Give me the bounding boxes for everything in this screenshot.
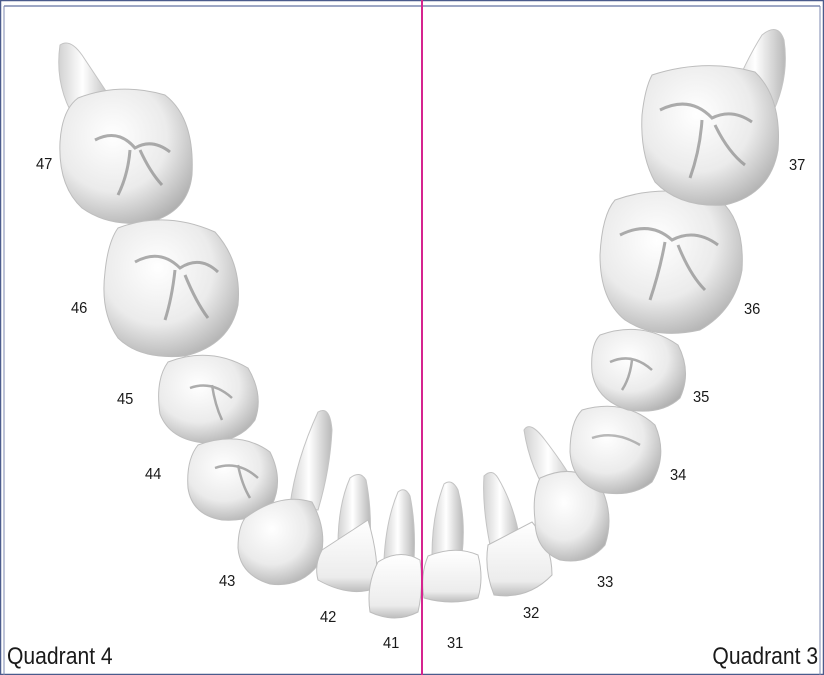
tooth-label-33: 33 (597, 574, 614, 591)
tooth-45-fissure (189, 384, 233, 421)
tooth-44-fissure (214, 464, 259, 499)
tooth-36-crown (599, 190, 743, 334)
tooth-41-crown (368, 554, 423, 619)
tooth-35-fissure (609, 357, 653, 391)
tooth-37-crown (641, 65, 779, 206)
tooth-34-crown (569, 405, 662, 495)
tooth-label-36: 36 (744, 301, 761, 318)
tooth-label-42: 42 (320, 609, 337, 626)
tooth-label-31: 31 (447, 635, 464, 652)
tooth-label-37: 37 (789, 157, 806, 174)
tooth-label-41: 41 (383, 635, 400, 652)
tooth-43-root (289, 410, 333, 511)
tooth-label-32: 32 (523, 605, 540, 622)
tooth-31-crown (422, 549, 482, 603)
tooth-43-crown (237, 498, 324, 586)
tooth-45-crown (158, 354, 259, 444)
tooth-35-crown (591, 328, 686, 412)
tooth-47-crown (59, 88, 193, 224)
quadrant-4-label: Quadrant 4 (7, 643, 113, 670)
quadrant-3-label: Quadrant 3 (712, 643, 818, 670)
tooth-label-45: 45 (117, 391, 134, 408)
tooth-label-44: 44 (145, 466, 162, 483)
tooth-42-crown (316, 519, 378, 593)
tooth-31-root (431, 481, 464, 556)
tooth-36-fissure (619, 227, 719, 301)
tooth-label-46: 46 (71, 300, 88, 317)
tooth-34-fissure (591, 433, 641, 447)
tooth-label-35: 35 (693, 389, 710, 406)
tooth-41-root (383, 489, 415, 561)
tooth-37-fissure (659, 102, 753, 179)
tooth-label-43: 43 (219, 573, 236, 590)
tooth-32-root (483, 472, 521, 546)
tooth-46-fissure (134, 254, 220, 321)
tooth-label-34: 34 (670, 467, 687, 484)
tooth-label-47: 47 (36, 156, 53, 173)
tooth-47-fissure (94, 134, 171, 196)
